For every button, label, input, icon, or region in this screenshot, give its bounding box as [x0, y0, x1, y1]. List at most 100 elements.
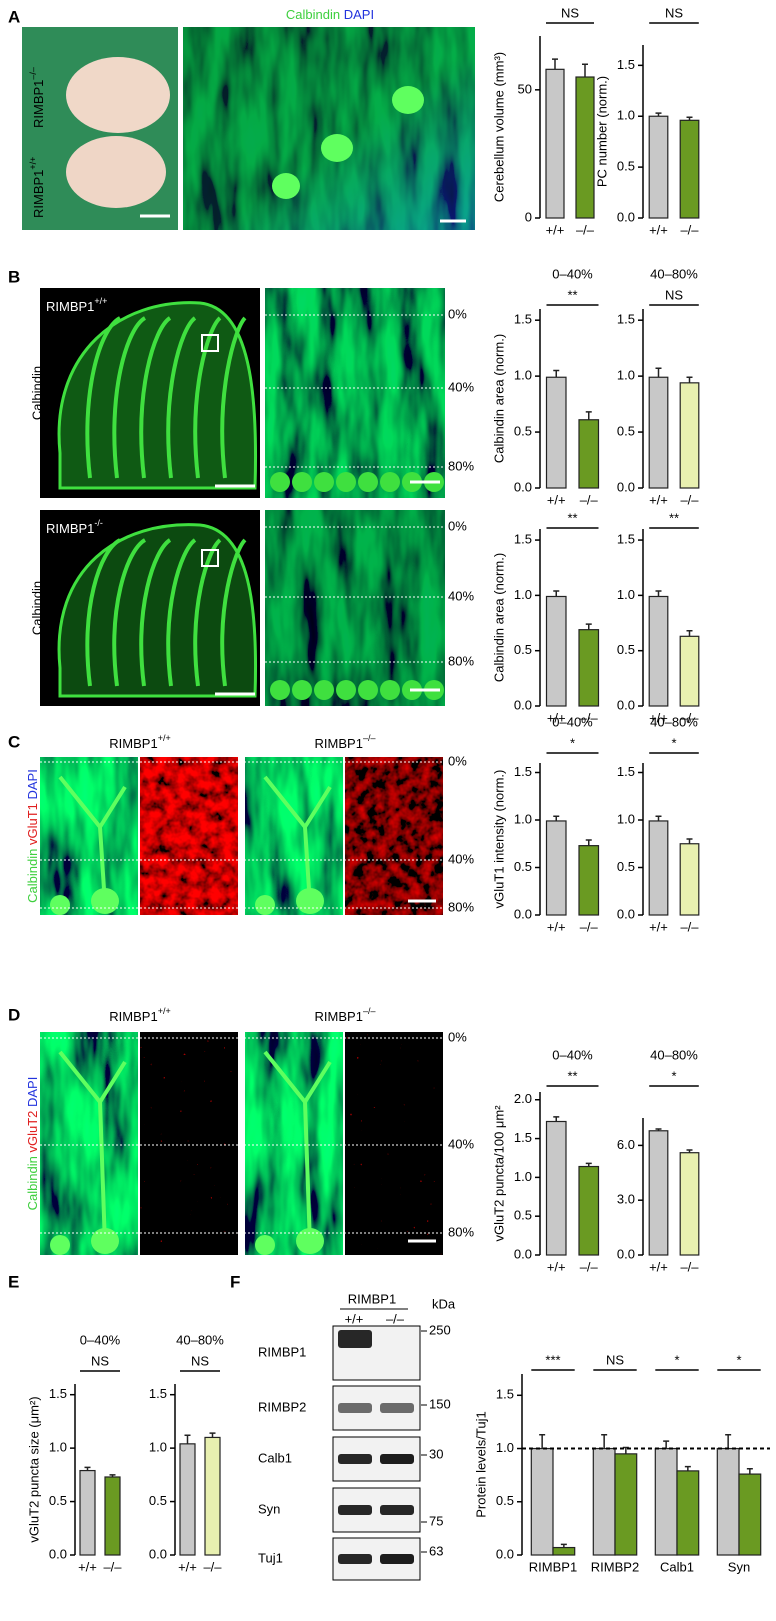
y-axis-label: Cerebellum volume (mm³): [491, 52, 506, 202]
stain: Calbindin: [25, 849, 40, 903]
bar: [679, 843, 700, 916]
error-bar: [725, 1433, 732, 1449]
stain: vGluT2: [25, 1111, 40, 1153]
cell: [336, 472, 356, 492]
blot-label: Calb1: [258, 1450, 292, 1465]
y-tick-label: 0.5: [514, 642, 532, 657]
cell: [358, 472, 378, 492]
y-tick-label: 1.0: [514, 811, 532, 826]
y-tick-label: 1.5: [617, 57, 635, 72]
y-tick-label: 1.5: [617, 532, 635, 547]
y-tick-label: 1.0: [496, 1440, 514, 1455]
significance: **: [567, 287, 577, 302]
y-tick-label: 0.5: [49, 1493, 67, 1508]
chart-title: 0–40%: [80, 1332, 121, 1347]
depth-label: 40%: [448, 1136, 474, 1151]
error-bar: [582, 63, 588, 78]
depth-label: 80%: [448, 653, 474, 668]
depth-label: 40%: [448, 588, 474, 603]
stain: DAPI: [344, 7, 374, 22]
label-sup: +/+: [158, 1006, 171, 1016]
stain: Calbindin: [25, 1156, 40, 1210]
x-tick-label: +/+: [178, 1559, 197, 1574]
label: RIMBP1–/–: [315, 1006, 376, 1024]
bar: [552, 1546, 576, 1556]
kda-label: 150: [429, 1396, 451, 1411]
error-bar: [109, 1474, 116, 1477]
band: [380, 1505, 414, 1515]
y-tick-label: 0.5: [617, 642, 635, 657]
bar: [545, 1120, 567, 1256]
blot-label: Syn: [258, 1501, 280, 1516]
cell: [336, 680, 356, 700]
significance: *: [570, 735, 575, 750]
stain-label: Calbindin: [29, 366, 44, 420]
brain: [66, 136, 166, 208]
y-tick-label: 0.5: [514, 1208, 532, 1223]
micrograph-texture: [183, 27, 475, 230]
label-base: RIMBP1: [109, 1009, 157, 1024]
x-tick-label: RIMBP1: [529, 1559, 577, 1574]
bar: [676, 1470, 700, 1556]
band: [380, 1454, 414, 1464]
significance: **: [567, 510, 577, 525]
label-base: RIMBP1: [109, 736, 157, 751]
significance: NS: [665, 287, 683, 302]
depth-label: 80%: [448, 899, 474, 914]
dendrite: [58, 775, 127, 906]
cells: [272, 86, 424, 199]
micrograph-texture: [265, 288, 445, 498]
depth-label: 80%: [448, 1224, 474, 1239]
cell: [292, 680, 312, 700]
folia: [139, 538, 172, 687]
depth-label: 0%: [448, 753, 467, 768]
cell: [91, 888, 119, 914]
folia: [166, 538, 197, 687]
bar: [614, 1453, 638, 1556]
chart-title: 0–40%: [552, 266, 593, 281]
y-tick-label: 0.0: [617, 479, 635, 494]
x-tick-label: Calb1: [660, 1559, 694, 1574]
roi: [201, 334, 219, 352]
error-bar: [585, 411, 592, 420]
y-axis-label: Calbindin area (norm.): [491, 553, 506, 682]
label-base: RIMBP1: [315, 736, 363, 751]
cell: [358, 680, 378, 700]
significance: NS: [665, 5, 683, 20]
y-tick-label: 0.0: [514, 479, 532, 494]
blot-label: RIMBP1: [258, 1344, 306, 1359]
y-tick-label: 1.5: [49, 1386, 67, 1401]
error-bar: [184, 1434, 191, 1444]
folia: [85, 538, 122, 687]
y-tick-label: 0.0: [617, 697, 635, 712]
y-tick-label: 50: [518, 81, 532, 96]
y-tick-label: 0.5: [617, 424, 635, 439]
y-axis-label: PC number (norm.): [594, 76, 609, 187]
error-bar: [209, 1432, 216, 1438]
error-bar: [553, 369, 560, 378]
error-bar: [686, 1149, 693, 1153]
cell: [50, 1235, 70, 1255]
bar: [592, 1447, 616, 1556]
x-tick-label: –/–: [580, 1259, 599, 1274]
y-tick-label: 1.0: [514, 1169, 532, 1184]
significance: *: [671, 1068, 676, 1083]
y-tick-label: 3.0: [617, 1192, 635, 1207]
y-tick-label: 1.0: [514, 587, 532, 602]
y-tick-label: 2.0: [514, 1091, 532, 1106]
label-sup: –/–: [363, 1006, 376, 1016]
y-tick-label: 0.0: [496, 1546, 514, 1561]
label-sup: –/–: [363, 733, 376, 743]
bar: [578, 419, 600, 489]
bar: [578, 845, 600, 916]
bar: [654, 1447, 678, 1556]
y-tick-label: 1.0: [617, 108, 635, 123]
significance: NS: [191, 1353, 209, 1368]
label: RIMBP1–/–: [315, 733, 376, 751]
y-tick-label: 1.5: [149, 1386, 167, 1401]
error-bar: [539, 1433, 546, 1449]
bar: [545, 820, 567, 916]
y-tick-label: 0.5: [496, 1493, 514, 1508]
micrograph-texture: [245, 757, 343, 915]
